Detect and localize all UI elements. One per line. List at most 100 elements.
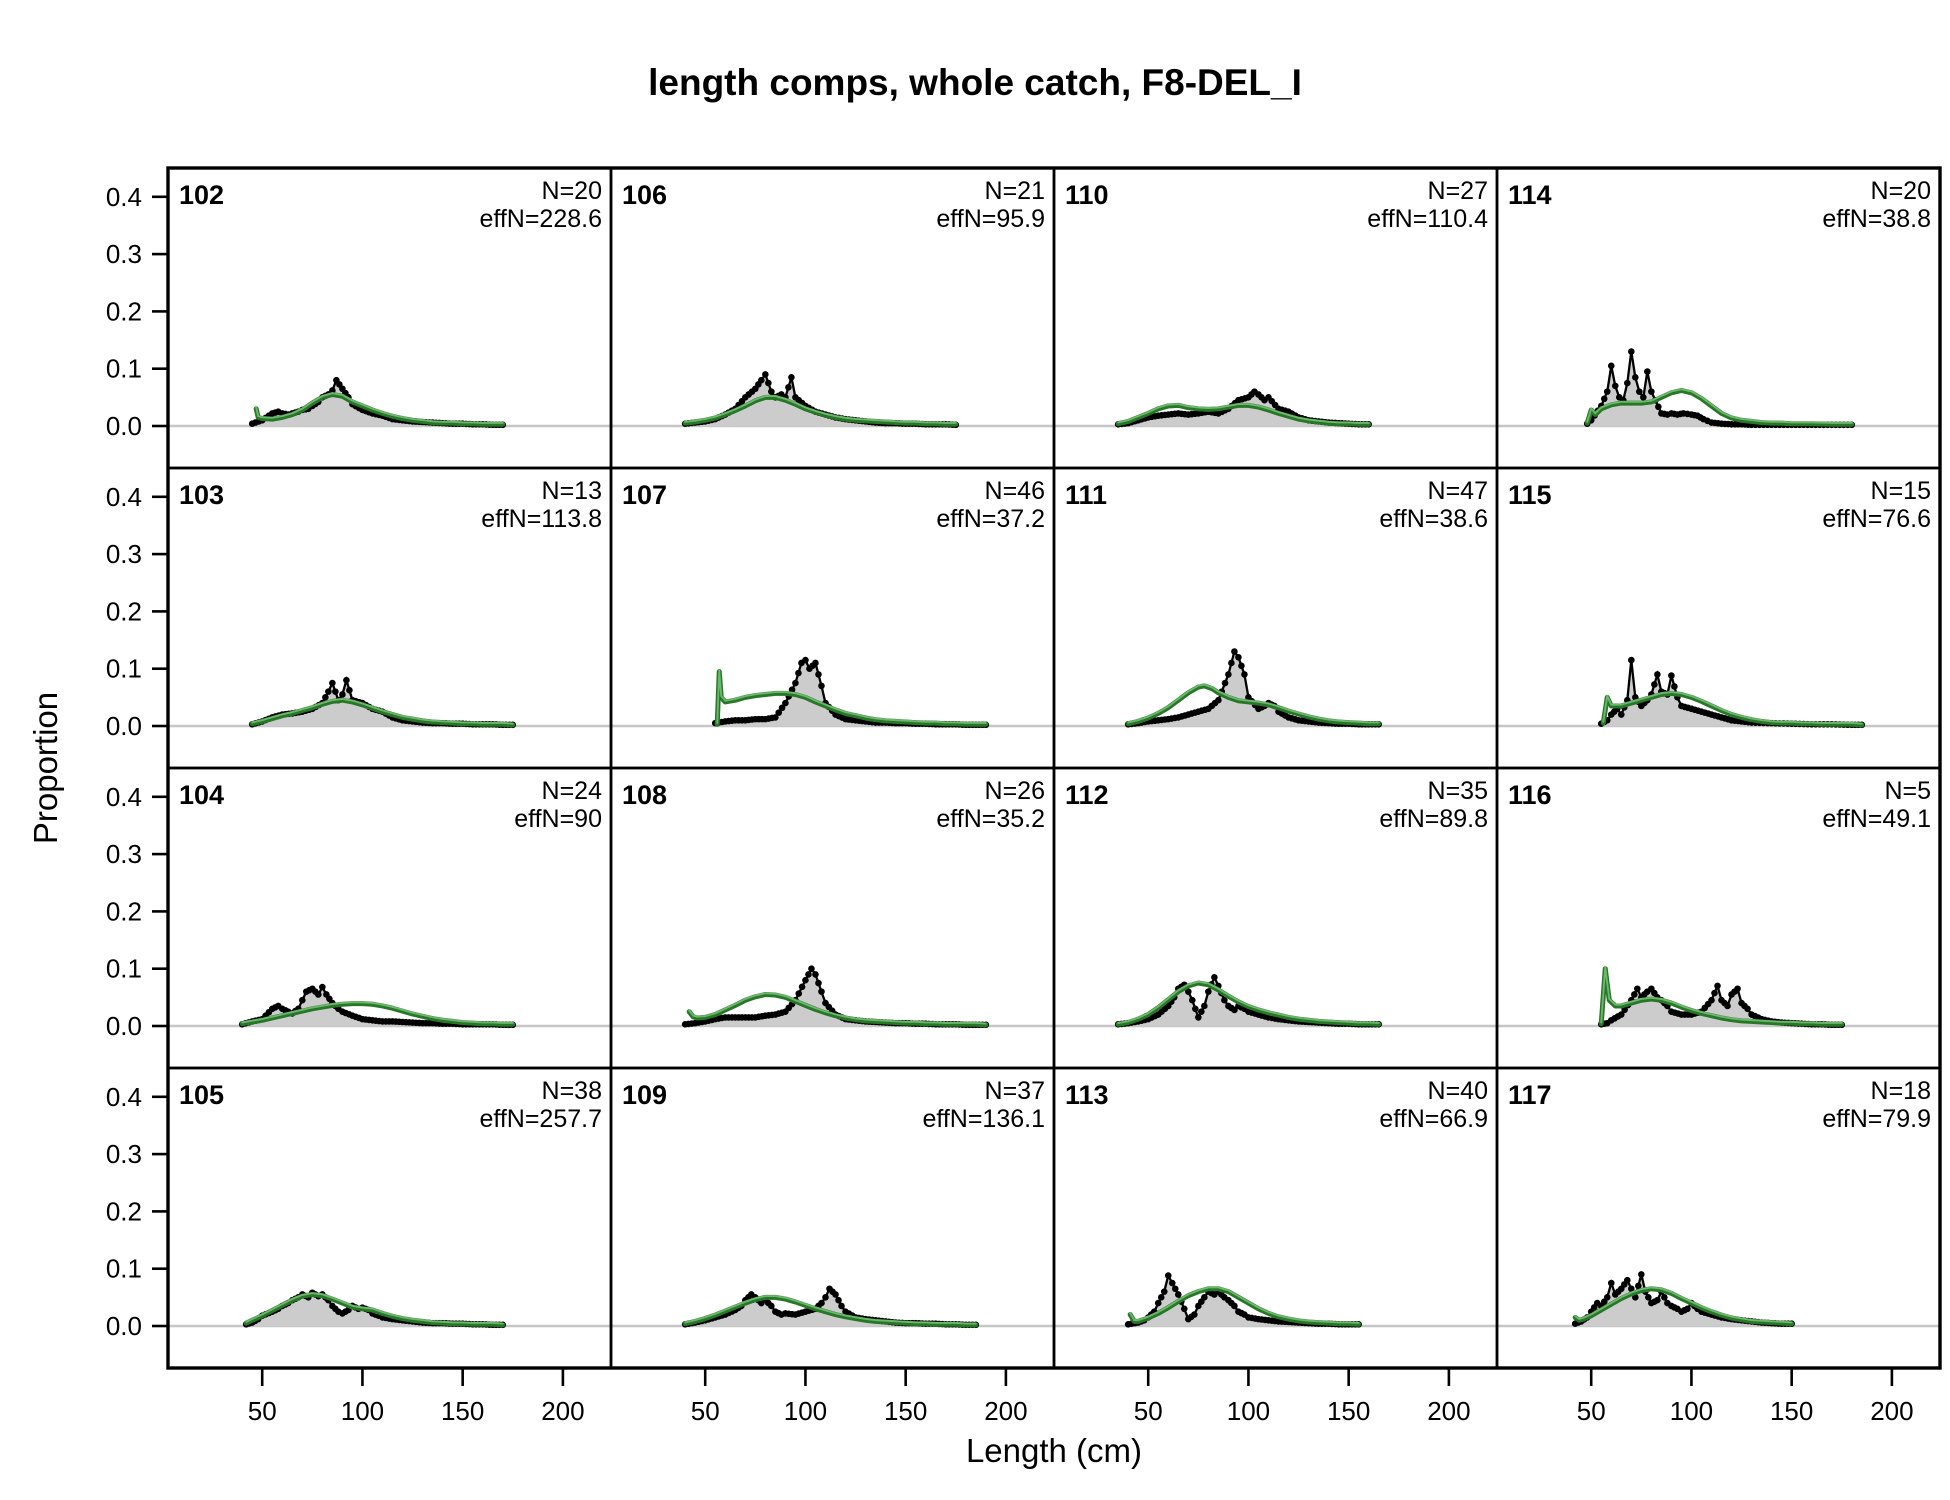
y-tick-label: 0.3 bbox=[106, 1139, 142, 1169]
observed-point bbox=[1221, 996, 1228, 1004]
observed-point bbox=[1636, 388, 1643, 395]
chart-title: length comps, whole catch, F8-DEL_I bbox=[648, 62, 1302, 103]
fit-line bbox=[1127, 1286, 1362, 1327]
observed-point bbox=[815, 979, 822, 987]
fit-line bbox=[1115, 402, 1372, 427]
observed-point bbox=[1192, 1005, 1199, 1013]
y-tick-label: 0.3 bbox=[106, 239, 142, 269]
fit-line bbox=[1125, 683, 1382, 727]
y-tick-label: 0.2 bbox=[106, 1196, 142, 1226]
y-tick-label: 0.4 bbox=[106, 1082, 142, 1112]
observed-area bbox=[1118, 391, 1369, 426]
y-tick-label: 0.3 bbox=[106, 539, 142, 569]
effective-sample-size-label: effN=38.6 bbox=[1379, 505, 1488, 533]
effective-sample-size-label: effN=66.9 bbox=[1379, 1105, 1488, 1133]
observed-point bbox=[1191, 1311, 1198, 1318]
observed-point bbox=[1201, 1002, 1208, 1010]
observed-point bbox=[1607, 1279, 1615, 1287]
observed-point bbox=[329, 679, 336, 687]
observed-point bbox=[1668, 672, 1675, 679]
y-tick-label: 0.0 bbox=[106, 1311, 142, 1341]
observed-point bbox=[782, 699, 789, 707]
sample-size-label: N=20 bbox=[1871, 177, 1931, 205]
observed-area bbox=[1601, 985, 1842, 1026]
sample-size-label: N=26 bbox=[985, 777, 1045, 805]
observed-point bbox=[785, 384, 792, 391]
observed-point bbox=[1640, 394, 1647, 401]
sample-size-label: N=47 bbox=[1428, 477, 1488, 505]
y-tick-label: 0.4 bbox=[106, 782, 142, 812]
y-tick-label: 0.3 bbox=[106, 839, 142, 869]
observed-point bbox=[1628, 656, 1635, 664]
fit-line-highlight bbox=[245, 1292, 504, 1325]
observed-point bbox=[299, 996, 306, 1004]
sample-size-label: N=13 bbox=[542, 477, 602, 505]
effective-sample-size-label: effN=95.9 bbox=[936, 205, 1045, 233]
effective-sample-size-label: effN=79.9 bbox=[1822, 1105, 1931, 1133]
panel-label: 104 bbox=[179, 780, 224, 810]
fit-line-highlight bbox=[684, 395, 957, 424]
observed-point bbox=[1671, 683, 1678, 690]
grid-outer-border bbox=[166, 166, 1942, 1370]
observed-area bbox=[1601, 660, 1862, 726]
fit-line-highlight bbox=[255, 392, 504, 424]
fit-line-highlight bbox=[1127, 683, 1380, 724]
observed-point bbox=[758, 376, 765, 384]
observed-point bbox=[1195, 1014, 1202, 1021]
fit-line-highlight bbox=[684, 1295, 977, 1325]
observed-point bbox=[838, 1302, 845, 1310]
y-tick-label: 0.0 bbox=[106, 411, 142, 441]
observed-point bbox=[1654, 1296, 1661, 1304]
effective-sample-size-label: effN=89.8 bbox=[1379, 805, 1488, 833]
panel-label: 110 bbox=[1065, 180, 1109, 210]
observed-point bbox=[1634, 985, 1641, 993]
observed-point bbox=[778, 704, 786, 712]
y-tick-label: 0.1 bbox=[106, 354, 142, 384]
fit-line bbox=[243, 1291, 506, 1328]
observed-area bbox=[1587, 351, 1852, 426]
observed-point bbox=[1632, 373, 1639, 381]
observed-point bbox=[339, 691, 346, 698]
panel-label: 108 bbox=[622, 780, 667, 810]
observed-point bbox=[1724, 1002, 1731, 1010]
fit-line-highlight bbox=[688, 992, 987, 1025]
effective-sample-size-label: effN=228.6 bbox=[479, 205, 602, 233]
observed-point bbox=[1168, 1279, 1176, 1287]
observed-area bbox=[246, 1292, 503, 1326]
observed-point bbox=[1621, 1006, 1628, 1014]
fit-line bbox=[1115, 980, 1382, 1027]
fit-line bbox=[1600, 690, 1865, 728]
observed-point bbox=[1631, 991, 1638, 998]
x-tick-label: 100 bbox=[341, 1396, 384, 1426]
observed-point bbox=[1654, 671, 1661, 678]
observed-point bbox=[1198, 1008, 1205, 1015]
y-tick-label: 0.1 bbox=[106, 954, 142, 984]
observed-point bbox=[1651, 681, 1658, 688]
observed-point bbox=[1205, 988, 1212, 995]
fit-line-highlight bbox=[716, 669, 987, 724]
observed-point bbox=[802, 656, 809, 664]
observed-point bbox=[319, 983, 326, 991]
panel-label: 114 bbox=[1508, 180, 1552, 210]
observed-point bbox=[798, 983, 806, 991]
observed-point bbox=[835, 1296, 842, 1304]
observed-point bbox=[822, 1294, 829, 1301]
sample-size-label: N=15 bbox=[1871, 477, 1931, 505]
panel-label: 112 bbox=[1065, 780, 1109, 810]
sample-size-label: N=21 bbox=[985, 177, 1045, 205]
effective-sample-size-label: effN=37.2 bbox=[936, 505, 1045, 533]
sample-size-label: N=46 bbox=[985, 477, 1045, 505]
observed-point bbox=[1160, 1288, 1168, 1295]
sample-size-label: N=40 bbox=[1428, 1077, 1488, 1105]
fit-line-highlight bbox=[1129, 1286, 1360, 1324]
observed-point bbox=[1628, 348, 1635, 355]
observed-point bbox=[1235, 653, 1242, 661]
observed-point bbox=[808, 965, 815, 972]
observed-point bbox=[775, 709, 783, 716]
x-tick-label: 200 bbox=[541, 1396, 584, 1426]
